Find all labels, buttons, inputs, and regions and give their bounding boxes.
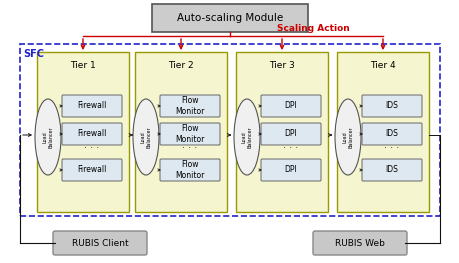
Text: Flow
Monitor: Flow Monitor (175, 96, 204, 116)
Text: Flow
Monitor: Flow Monitor (175, 124, 204, 144)
Text: Auto-scaling Module: Auto-scaling Module (177, 13, 282, 23)
Text: SFC: SFC (23, 49, 44, 59)
Text: Load
Balancer: Load Balancer (241, 126, 252, 148)
Text: · · ·: · · · (384, 143, 399, 153)
Text: IDS: IDS (385, 102, 397, 110)
FancyBboxPatch shape (62, 123, 122, 145)
FancyBboxPatch shape (235, 52, 327, 212)
Text: Firewall: Firewall (77, 129, 106, 139)
FancyBboxPatch shape (260, 159, 320, 181)
FancyBboxPatch shape (336, 52, 428, 212)
Ellipse shape (234, 99, 259, 175)
FancyBboxPatch shape (134, 52, 226, 212)
Text: · · ·: · · · (283, 143, 298, 153)
FancyBboxPatch shape (62, 159, 122, 181)
FancyBboxPatch shape (53, 231, 147, 255)
Text: DPI: DPI (284, 165, 297, 174)
Text: Scaling Action: Scaling Action (276, 24, 349, 33)
Text: Tier 2: Tier 2 (168, 61, 193, 70)
Text: Tier 3: Tier 3 (269, 61, 294, 70)
Ellipse shape (334, 99, 360, 175)
FancyBboxPatch shape (260, 95, 320, 117)
FancyBboxPatch shape (312, 231, 406, 255)
Text: Load
Balancer: Load Balancer (140, 126, 151, 148)
FancyBboxPatch shape (260, 123, 320, 145)
Text: Load
Balancer: Load Balancer (43, 126, 53, 148)
Text: · · ·: · · · (182, 143, 197, 153)
Text: IDS: IDS (385, 129, 397, 139)
Text: DPI: DPI (284, 102, 297, 110)
FancyBboxPatch shape (37, 52, 129, 212)
FancyBboxPatch shape (160, 95, 219, 117)
FancyBboxPatch shape (361, 123, 421, 145)
Text: Load
Balancer: Load Balancer (342, 126, 353, 148)
Text: IDS: IDS (385, 165, 397, 174)
FancyBboxPatch shape (361, 159, 421, 181)
Ellipse shape (35, 99, 61, 175)
FancyBboxPatch shape (160, 123, 219, 145)
Text: Firewall: Firewall (77, 165, 106, 174)
FancyBboxPatch shape (62, 95, 122, 117)
Text: · · ·: · · · (84, 143, 100, 153)
FancyBboxPatch shape (160, 159, 219, 181)
FancyBboxPatch shape (361, 95, 421, 117)
Text: Firewall: Firewall (77, 102, 106, 110)
Text: RUBIS Client: RUBIS Client (72, 239, 128, 247)
Text: Flow
Monitor: Flow Monitor (175, 160, 204, 180)
Text: DPI: DPI (284, 129, 297, 139)
Ellipse shape (133, 99, 159, 175)
Text: Tier 4: Tier 4 (369, 61, 395, 70)
Text: Tier 1: Tier 1 (70, 61, 95, 70)
FancyBboxPatch shape (151, 4, 308, 32)
Text: RUBIS Web: RUBIS Web (334, 239, 384, 247)
